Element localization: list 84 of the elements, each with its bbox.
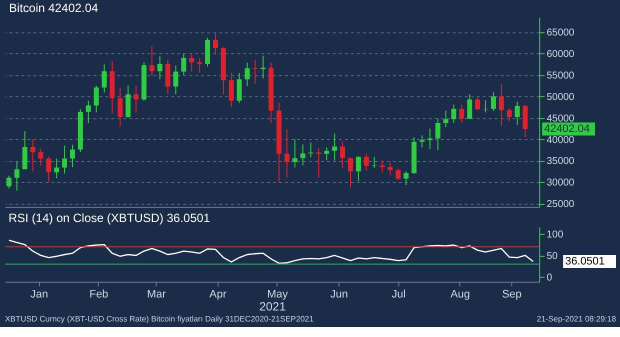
x-tick-label: Jul [392, 288, 406, 300]
chart-title: Bitcoin 42402.04 [8, 1, 98, 16]
candlestick [244, 62, 250, 87]
candlestick [62, 145, 68, 174]
candlestick [181, 53, 186, 76]
y-tick-label: 45000 [546, 113, 575, 124]
candlestick [435, 118, 440, 150]
candlestick [14, 161, 20, 192]
candlestick [419, 134, 424, 148]
candlestick [443, 110, 448, 128]
candlestick [205, 37, 210, 67]
candlestick [252, 59, 258, 84]
candlestick [284, 128, 290, 178]
candlestick [300, 144, 306, 166]
y-tick-label: 35000 [546, 156, 575, 168]
candlestick [506, 108, 512, 122]
candlestick [236, 72, 242, 104]
candlestick [189, 53, 194, 72]
x-axis-title: 2021 [259, 299, 286, 314]
candlestick [149, 46, 154, 76]
candlestick [292, 138, 298, 168]
y-tick-label: 25000 [546, 199, 575, 210]
y-tick-label: 65000 [546, 28, 575, 39]
y-tick-label: 55000 [546, 70, 575, 82]
candlestick [38, 148, 44, 166]
text: 36.0501 [565, 255, 605, 268]
candlestick [86, 100, 91, 124]
x-tick-label: May [267, 288, 288, 300]
x-tick-label: Feb [89, 288, 108, 300]
y-tick-label: 40000 [546, 134, 575, 146]
x-tick-label: Mar [146, 288, 166, 300]
candlestick [332, 133, 338, 162]
candlestick [396, 168, 401, 181]
x-tick-label: Jun [330, 288, 348, 300]
candlestick [356, 156, 361, 182]
candlestick [404, 170, 409, 186]
y-tick-label: 50 [546, 250, 558, 262]
candlestick [30, 138, 36, 172]
candlestick [165, 59, 170, 95]
candlestick [308, 142, 314, 158]
candlestick [522, 104, 528, 138]
candlestick [490, 92, 496, 112]
candlestick [102, 64, 107, 94]
text: XBTUSD Curncy (XBT-USD Cross Rate) Bitcoin fiyatları Daily 31DEC2020-21SEP2021 [4, 314, 314, 324]
line-series [8, 240, 534, 264]
text: 21-Sep-2021 08:29:18 [536, 314, 617, 324]
candlestick [388, 162, 393, 176]
y-tick-label: 100 [546, 229, 564, 240]
y-tick-label: 30000 [546, 178, 575, 189]
candlestick [467, 94, 472, 120]
candlestick [498, 84, 504, 126]
y-tick-label: 0 [546, 272, 553, 284]
y-tick-label: 50000 [546, 92, 575, 103]
candlestick [134, 85, 139, 113]
x-tick-label: Jan [30, 288, 48, 300]
candlestick [22, 130, 28, 170]
candlestick [348, 157, 353, 188]
candlestick [54, 158, 60, 179]
candlestick [340, 140, 346, 168]
candlestick [118, 87, 123, 127]
candlestick [46, 156, 52, 183]
y-tick-label: 60000 [546, 49, 575, 60]
candlestick [324, 146, 330, 161]
candlestick [94, 85, 99, 113]
candlestick [212, 32, 218, 54]
candlestick [70, 144, 75, 168]
candlestick [483, 100, 488, 113]
x-tick-label: Sep [502, 288, 522, 300]
candlestick [197, 57, 202, 74]
x-tick-label: Aug [450, 288, 470, 300]
candlestick [157, 56, 162, 80]
x-tick-label: Apr [209, 288, 227, 300]
candlestick [459, 104, 464, 124]
candlestick [6, 175, 12, 190]
candlestick [364, 153, 369, 172]
chart-title: RSI (14) on Close (XBTUSD) 36.0501 [8, 210, 210, 225]
candlestick [475, 96, 480, 111]
candlestick [372, 156, 377, 168]
candlestick [126, 84, 131, 118]
candlestick [514, 101, 520, 126]
candlestick [228, 72, 234, 108]
candlestick [173, 65, 178, 95]
text: 42402.04 [544, 122, 590, 135]
candlestick [316, 148, 322, 178]
